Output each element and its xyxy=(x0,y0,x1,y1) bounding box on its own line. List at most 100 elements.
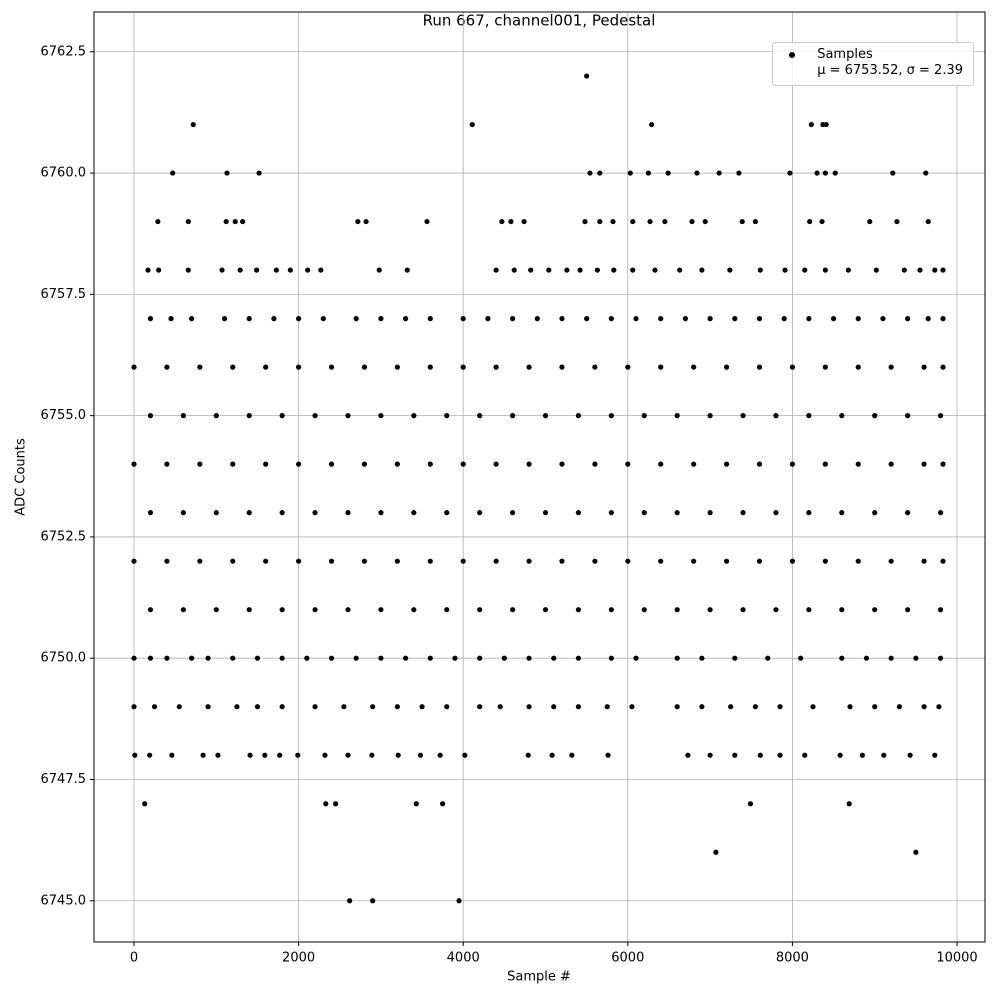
point xyxy=(205,704,211,710)
x-axis-label: Sample # xyxy=(507,970,571,985)
point xyxy=(345,413,351,419)
point xyxy=(808,121,814,128)
point xyxy=(822,364,828,370)
point xyxy=(542,510,549,516)
point xyxy=(164,558,170,564)
point xyxy=(246,510,252,516)
point xyxy=(707,316,713,322)
point xyxy=(254,267,260,273)
point xyxy=(378,510,384,516)
point xyxy=(361,558,368,564)
point xyxy=(723,364,730,370)
point xyxy=(830,316,837,322)
point xyxy=(839,607,845,613)
point xyxy=(485,316,491,322)
point xyxy=(575,607,582,613)
point xyxy=(271,316,277,322)
point xyxy=(320,316,326,322)
legend: Samples μ = 6753.52, σ = 2.39 xyxy=(772,42,974,86)
point xyxy=(452,655,458,661)
point xyxy=(190,121,196,128)
point xyxy=(378,655,384,661)
point xyxy=(462,752,468,758)
point xyxy=(559,316,565,322)
point xyxy=(323,801,329,807)
point xyxy=(223,218,229,225)
point xyxy=(921,461,927,467)
point xyxy=(872,510,878,516)
point xyxy=(702,218,708,225)
point xyxy=(378,316,384,322)
point xyxy=(273,267,279,273)
point xyxy=(658,364,664,370)
point xyxy=(509,413,516,419)
point xyxy=(913,849,919,855)
point xyxy=(345,510,351,516)
point xyxy=(839,413,845,419)
point xyxy=(312,413,318,419)
point xyxy=(444,607,450,613)
plot-frame xyxy=(93,11,986,943)
point xyxy=(525,752,531,758)
point xyxy=(789,558,796,564)
point xyxy=(905,510,911,516)
point xyxy=(587,170,593,176)
point xyxy=(369,752,375,758)
point xyxy=(728,704,734,710)
point xyxy=(641,510,647,516)
point xyxy=(723,461,730,467)
point xyxy=(564,267,570,273)
point xyxy=(295,752,301,758)
point xyxy=(424,218,430,225)
point xyxy=(806,607,812,613)
point xyxy=(901,267,907,273)
point xyxy=(247,752,253,758)
point xyxy=(814,170,820,176)
point xyxy=(460,364,466,370)
x-tick-label: 4000 xyxy=(447,951,480,966)
point xyxy=(402,316,409,322)
point xyxy=(592,364,598,370)
point xyxy=(707,510,713,516)
point xyxy=(752,704,758,710)
point xyxy=(427,558,433,564)
point xyxy=(888,461,894,467)
point xyxy=(256,170,262,176)
point xyxy=(237,267,243,273)
point xyxy=(180,510,186,516)
point xyxy=(497,704,503,710)
point xyxy=(394,461,400,467)
point xyxy=(855,558,861,564)
point xyxy=(355,218,361,225)
point xyxy=(411,510,417,516)
point xyxy=(937,607,944,613)
point xyxy=(477,655,483,661)
point xyxy=(872,704,878,710)
point xyxy=(611,267,617,273)
point xyxy=(147,752,153,758)
point xyxy=(312,510,318,516)
point xyxy=(493,461,499,467)
point xyxy=(888,364,894,370)
point xyxy=(630,218,636,225)
point xyxy=(807,218,813,225)
point xyxy=(189,655,195,661)
point xyxy=(925,218,931,225)
point xyxy=(279,413,285,419)
point xyxy=(740,413,746,419)
point xyxy=(732,752,738,758)
point xyxy=(200,752,206,758)
point xyxy=(940,267,946,273)
point xyxy=(328,558,335,564)
point xyxy=(625,364,631,370)
point xyxy=(526,655,532,661)
point xyxy=(917,267,923,273)
point xyxy=(777,752,783,758)
point xyxy=(376,267,382,273)
x-tick-label: 10000 xyxy=(936,951,977,966)
point xyxy=(765,655,771,661)
point xyxy=(597,170,603,176)
point xyxy=(641,413,647,419)
point xyxy=(584,316,590,322)
point xyxy=(318,267,324,273)
